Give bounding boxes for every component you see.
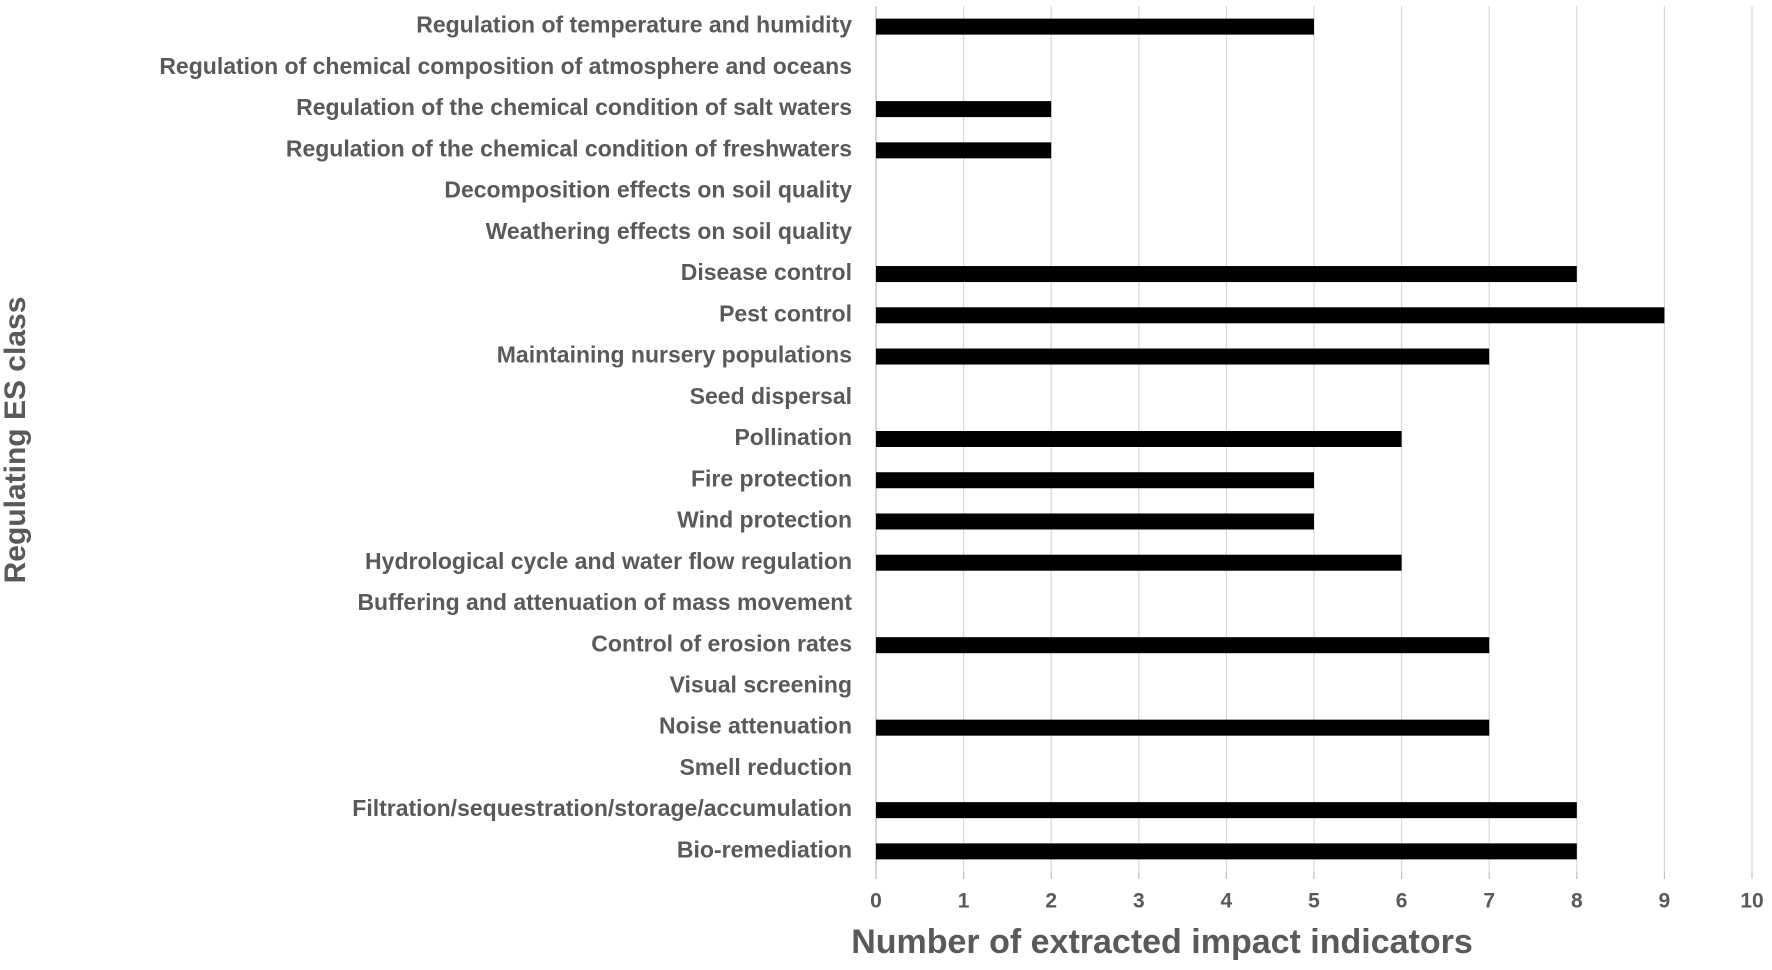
x-tick-label: 6 [1396, 890, 1408, 913]
bar [876, 266, 1577, 283]
bar [876, 719, 1490, 736]
bar [876, 348, 1490, 365]
bar [876, 637, 1490, 654]
bar [876, 431, 1402, 447]
x-tick-label: 10 [1740, 890, 1763, 913]
bar [876, 101, 1052, 118]
y-tick-label: Control of erosion rates [591, 630, 852, 656]
bar [876, 843, 1577, 860]
x-tick-label: 9 [1659, 890, 1671, 913]
bar [876, 307, 1665, 324]
x-tick-label: 8 [1571, 890, 1583, 913]
y-tick-label: Smell reduction [679, 754, 852, 780]
bar [876, 513, 1314, 530]
y-tick-label: Disease control [681, 259, 852, 285]
x-tick-label: 0 [870, 890, 882, 913]
y-tick-label: Regulation of the chemical condition of … [286, 135, 852, 161]
y-tick-label: Regulation of the chemical condition of … [296, 94, 852, 120]
y-tick-label: Decomposition effects on soil quality [444, 177, 852, 203]
y-tick-label: Wind protection [677, 507, 852, 533]
y-tick-label: Maintaining nursery populations [497, 342, 852, 368]
x-tick-label: 7 [1483, 890, 1495, 913]
bar [876, 472, 1314, 489]
y-tick-label: Noise attenuation [659, 713, 852, 739]
y-tick-label: Buffering and attenuation of mass moveme… [357, 589, 852, 615]
x-tick-label: 1 [958, 890, 970, 913]
bar [876, 554, 1402, 571]
bar [876, 18, 1314, 35]
x-axis-title: Number of extracted impact indicators [851, 923, 1473, 961]
x-tick-label: 4 [1221, 890, 1233, 913]
bar [876, 142, 1052, 159]
y-tick-label: Hydrological cycle and water flow regula… [365, 548, 852, 574]
y-axis-title: Regulating ES class [0, 297, 32, 584]
y-tick-label: Visual screening [670, 672, 852, 698]
y-tick-label: Weathering effects on soil quality [486, 218, 853, 244]
y-tick-label: Fire protection [691, 465, 852, 491]
y-tick-label: Bio-remediation [677, 836, 852, 862]
y-tick-label: Regulation of temperature and humidity [416, 12, 852, 38]
bar [876, 802, 1577, 819]
x-tick-label: 2 [1045, 890, 1057, 913]
x-tick-label: 3 [1133, 890, 1145, 913]
x-tick-label: 5 [1308, 890, 1320, 913]
y-tick-label: Regulation of chemical composition of at… [159, 53, 852, 79]
y-tick-label: Filtration/sequestration/storage/accumul… [352, 795, 852, 821]
y-tick-label: Pest control [719, 300, 852, 326]
y-tick-label: Seed dispersal [690, 383, 852, 409]
y-tick-label: Pollination [734, 424, 852, 450]
